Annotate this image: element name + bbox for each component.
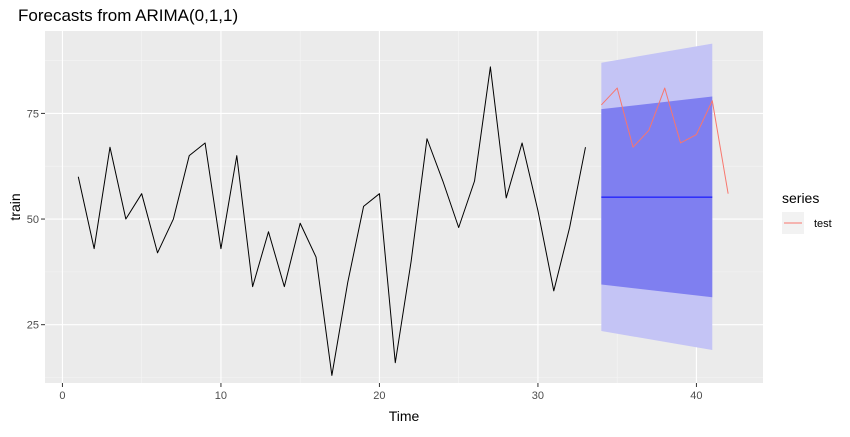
x-tick-label: 10 bbox=[215, 390, 227, 402]
chart-title: Forecasts from ARIMA(0,1,1) bbox=[18, 6, 238, 25]
y-axis-ticks: 25 50 75 bbox=[27, 108, 45, 332]
train-series-line bbox=[77, 66, 586, 376]
y-axis-title: train bbox=[7, 193, 23, 220]
series-lines bbox=[77, 66, 729, 376]
x-tick-label: 30 bbox=[532, 390, 544, 402]
test-series-line bbox=[600, 87, 729, 194]
legend-items: test bbox=[782, 212, 832, 234]
x-tick-label: 0 bbox=[59, 390, 65, 402]
major-gridlines bbox=[45, 31, 763, 383]
x-axis-title: Time bbox=[389, 408, 420, 424]
y-tick-label: 25 bbox=[27, 320, 39, 332]
legend-label: test bbox=[814, 218, 832, 230]
y-tick-label: 75 bbox=[27, 108, 39, 120]
legend: series test bbox=[782, 190, 832, 234]
y-tick-label: 50 bbox=[27, 214, 39, 226]
x-tick-label: 40 bbox=[690, 390, 702, 402]
x-tick-label: 20 bbox=[373, 390, 385, 402]
x-axis-ticks: 0 10 20 30 40 bbox=[59, 383, 703, 402]
legend-title: series bbox=[782, 190, 819, 206]
